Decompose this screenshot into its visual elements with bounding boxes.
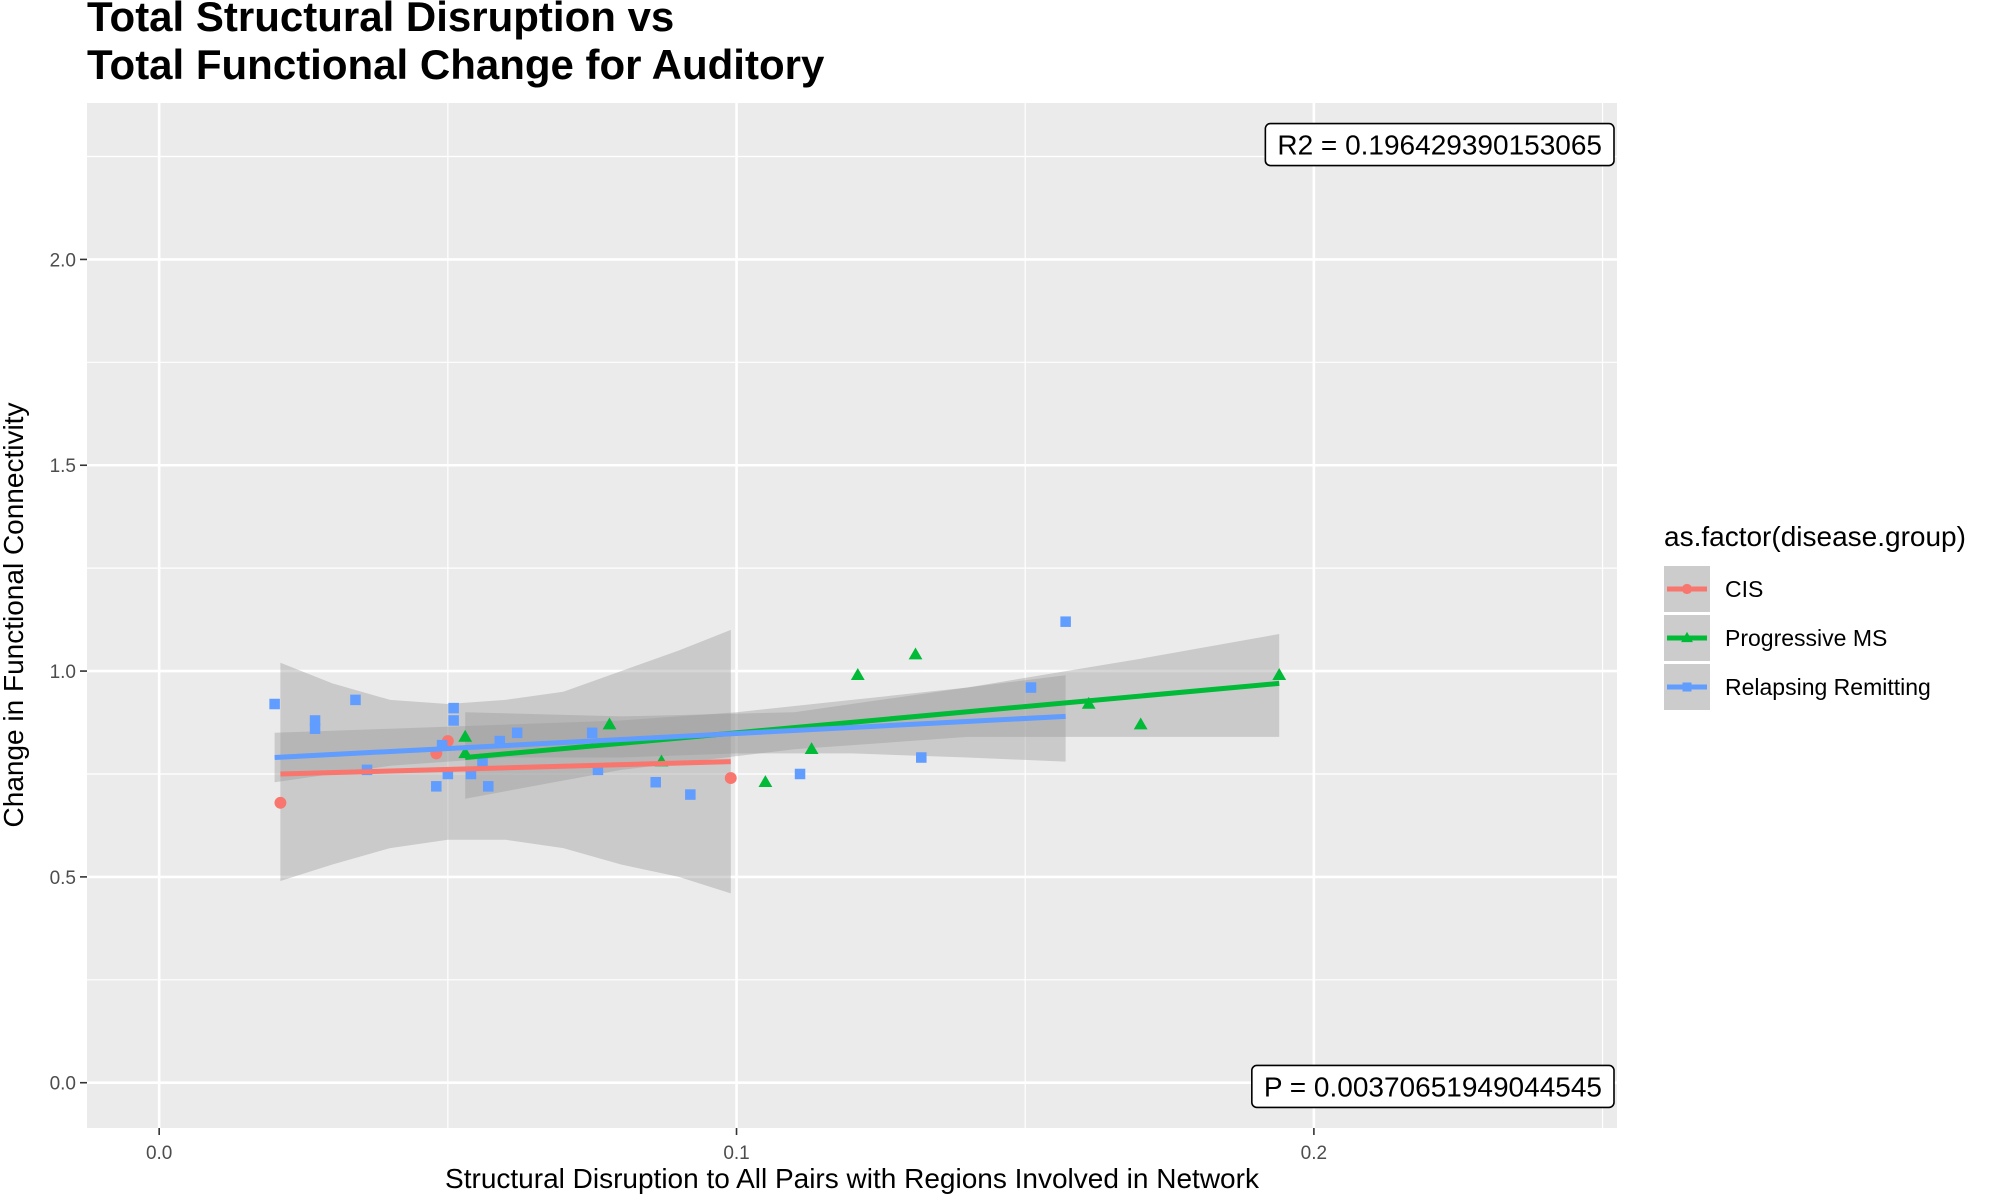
y-tick-label-2: 1.0 <box>50 662 76 683</box>
y-axis-title: Change in Functional Connectivity <box>0 403 29 828</box>
point-series-2-5 <box>431 781 442 792</box>
point-series-1-0 <box>458 729 473 742</box>
point-series-1-10 <box>1272 668 1287 680</box>
point-series-1-5 <box>804 742 819 755</box>
point-series-2-6 <box>436 739 448 751</box>
point-series-2-9 <box>448 715 459 726</box>
y-tick-label-1: 0.5 <box>50 868 76 889</box>
point-series-2-19 <box>794 768 806 780</box>
point-series-2-15 <box>586 727 598 739</box>
point-series-2-13 <box>494 735 506 747</box>
r2-annotation-text: R2 = 0.196429390153065 <box>1277 130 1602 161</box>
y-tick-label-3: 1.5 <box>50 456 76 477</box>
legend-label-1: Progressive MS <box>1725 625 1887 651</box>
point-series-2-17 <box>650 776 661 788</box>
point-series-2-11 <box>477 756 488 767</box>
point-series-2-2 <box>309 715 321 726</box>
r2-annotation-box <box>1264 122 1615 167</box>
point-series-2-22 <box>1060 616 1071 627</box>
fit-line-series-2 <box>274 713 1066 761</box>
r2-annotation: R2 = 0.196429390153065 <box>1264 122 1615 167</box>
chart-title: Total Structural Disruption vs Total Fun… <box>87 0 825 88</box>
point-series-0-3 <box>724 772 737 785</box>
chart-title-line-2: Total Functional Change for Auditory <box>87 41 825 88</box>
legend-key-marker-2 <box>1682 682 1692 692</box>
p-value-annotation: P = 0.00370651949044545 <box>1251 1064 1615 1109</box>
point-series-0-0 <box>274 796 287 809</box>
point-series-2-7 <box>442 768 454 780</box>
legend-title: as.factor(disease.group) <box>1664 521 1966 552</box>
y-tick-label-4: 2.0 <box>50 250 76 271</box>
ci-band-series-0 <box>280 629 731 894</box>
point-series-2-18 <box>685 789 696 800</box>
point-series-2-12 <box>483 781 494 792</box>
fit-line-series-1 <box>464 680 1280 761</box>
legend: as.factor(disease.group) CIS Progressive … <box>1664 521 1966 710</box>
point-series-1-7 <box>908 647 923 660</box>
point-series-1-4 <box>758 775 773 787</box>
x-axis-title: Structural Disruption to All Pairs with … <box>445 1163 1260 1194</box>
point-series-2-8 <box>448 702 459 714</box>
point-series-1-2 <box>602 717 617 730</box>
point-series-2-1 <box>309 723 321 734</box>
point-series-2-10 <box>465 768 477 780</box>
x-tick-label-0: 0.0 <box>146 1143 172 1164</box>
plot-panel <box>87 103 1617 1128</box>
point-series-2-0 <box>269 698 280 710</box>
legend-label-0: CIS <box>1725 576 1763 602</box>
x-tick-label-2: 0.2 <box>1301 1143 1327 1164</box>
fit-lines <box>274 680 1280 777</box>
p-value-annotation-text: P = 0.00370651949044545 <box>1264 1071 1602 1102</box>
point-series-2-3 <box>350 694 361 706</box>
y-axis: 0.0 0.5 1.0 1.5 2.0 <box>50 250 87 1095</box>
point-series-2-16 <box>592 764 604 776</box>
legend-items: CIS Progressive MS Relapsing Remitting <box>1664 566 1931 710</box>
ci-band-series-1 <box>465 634 1280 799</box>
fit-line-series-0 <box>280 759 731 777</box>
x-axis: 0.0 0.1 0.2 <box>146 1128 1327 1164</box>
y-tick-label-0: 0.0 <box>50 1074 76 1095</box>
legend-key-marker-0 <box>1681 583 1693 595</box>
point-series-1-9 <box>1133 717 1148 730</box>
legend-key-marker-1 <box>1681 631 1693 643</box>
point-series-2-14 <box>511 727 523 739</box>
chart-title-line-1: Total Structural Disruption vs <box>87 0 674 40</box>
p-value-annotation-box <box>1251 1064 1615 1109</box>
legend-label-2: Relapsing Remitting <box>1725 674 1931 700</box>
point-series-1-6 <box>850 668 865 680</box>
point-series-2-20 <box>916 752 927 763</box>
point-series-2-21 <box>1025 682 1037 693</box>
x-tick-label-1: 0.1 <box>723 1143 749 1164</box>
grid-major <box>87 103 1617 1128</box>
